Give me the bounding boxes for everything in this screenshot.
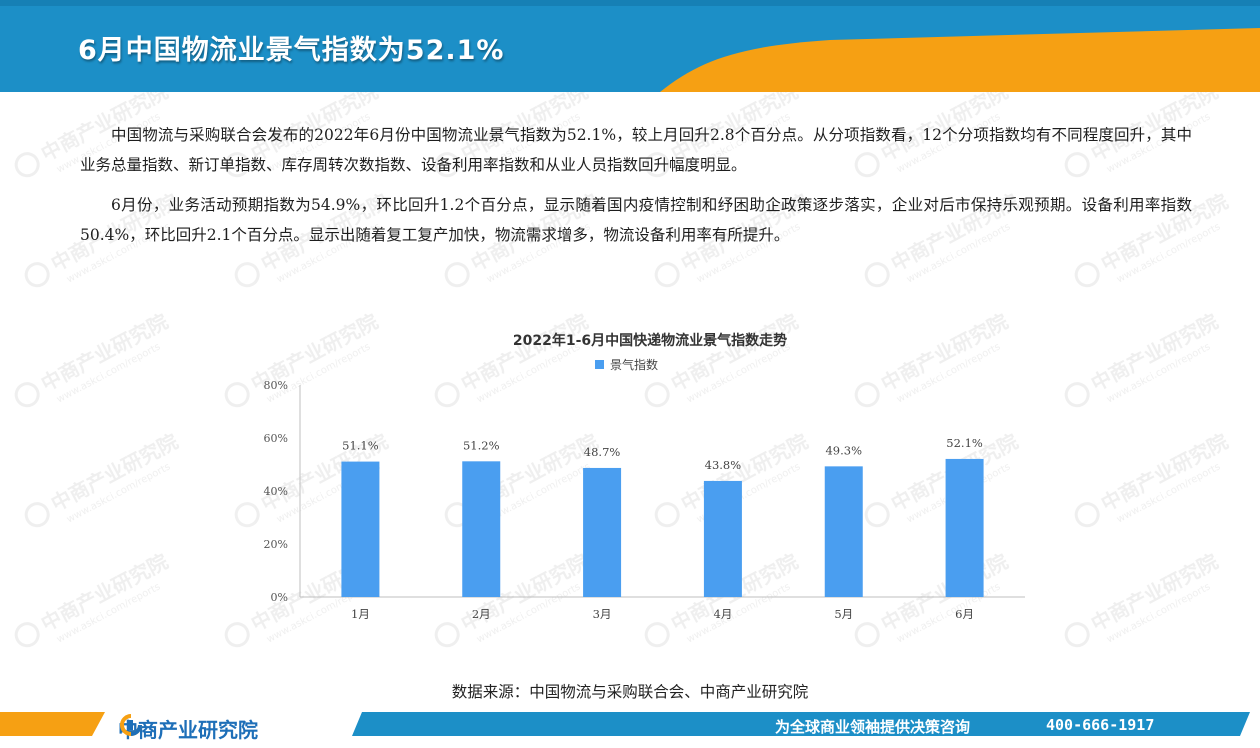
data-label: 52.1% [946, 436, 983, 450]
y-tick-label: 40% [264, 485, 288, 498]
brand-logo-icon [120, 714, 142, 736]
data-label: 51.1% [342, 439, 379, 453]
legend-swatch [595, 360, 604, 369]
data-source: 数据来源：中国物流与采购联合会、中商产业研究院 [451, 683, 809, 701]
bar [341, 461, 380, 597]
x-tick-label: 5月 [834, 607, 853, 621]
svg-text:www.askci.com/reports: www.askci.com/reports [1115, 461, 1222, 525]
header-top-strip [0, 0, 1260, 6]
bar [703, 480, 742, 597]
paragraph-2: 6月份，业务活动预期指数为54.9%，环比回升1.2个百分点，显示随着国内疫情控… [80, 196, 1192, 244]
x-tick-label: 1月 [351, 607, 370, 621]
x-tick-label: 6月 [955, 607, 974, 621]
bar [824, 466, 863, 597]
footer-slogan: 为全球商业领袖提供决策咨询 [775, 718, 971, 736]
header-banner: 6月中国物流业景气指数为52.1% [0, 0, 1260, 92]
page-title: 6月中国物流业景气指数为52.1% [78, 35, 505, 66]
x-tick-label: 2月 [472, 607, 491, 621]
y-tick-label: 20% [264, 538, 288, 551]
header-orange-wave [660, 28, 1260, 92]
y-tick-label: 80% [264, 379, 288, 392]
y-tick-label: 60% [264, 432, 288, 445]
svg-text:www.askci.com/reports: www.askci.com/reports [55, 341, 162, 405]
svg-text:www.askci.com/reports: www.askci.com/reports [55, 581, 162, 645]
svg-text:www.askci.com/reports: www.askci.com/reports [65, 461, 172, 525]
bar [583, 467, 622, 597]
bar [945, 458, 984, 597]
svg-text:中商产业研究院: 中商产业研究院 [37, 309, 172, 396]
footer-bar: 中商产业研究院 为全球商业领袖提供决策咨询 400-666-1917 [0, 708, 1260, 748]
chart-title: 2022年1-6月中国快递物流业景气指数走势 [512, 333, 788, 349]
footer-phone: 400-666-1917 [1046, 716, 1155, 734]
data-label: 43.8% [705, 458, 742, 472]
chart-container: 0% 20% 40% 60% 80% 51.1% 1月 51.2% 2月 48.7% 3月 43.8%… [255, 320, 1045, 630]
footer-blue-bar [352, 712, 1250, 736]
svg-text:www.askci.com/reports: www.askci.com/reports [1105, 581, 1212, 645]
y-tick-label: 0% [271, 591, 288, 604]
svg-text:中商产业研究院: 中商产业研究院 [1097, 429, 1232, 516]
data-label: 49.3% [825, 443, 862, 457]
brand-name: 中商产业研究院 [118, 718, 258, 742]
chart-legend: 景气指数 [595, 356, 658, 373]
paragraph-1: 中国物流与采购联合会发布的2022年6月份中国物流业景气指数为52.1%，较上月… [80, 126, 1192, 174]
bar-chart: 0% 20% 40% 60% 80% 51.1% 1月 51.2% 2月 48.7% 3月 43.8%… [264, 379, 1025, 621]
data-label: 51.2% [463, 438, 500, 452]
svg-text:中商产业研究院: 中商产业研究院 [37, 549, 172, 636]
legend-label: 景气指数 [610, 358, 659, 372]
svg-text:中商产业研究院: 中商产业研究院 [47, 429, 182, 516]
svg-text:www.askci.com/reports: www.askci.com/reports [1105, 341, 1212, 405]
svg-text:中商产业研究院: 中商产业研究院 [1087, 549, 1222, 636]
x-tick-label: 4月 [714, 607, 733, 621]
footer-orange-tab [0, 712, 105, 736]
data-label: 48.7% [584, 445, 621, 459]
x-tick-label: 3月 [593, 607, 612, 621]
svg-text:中商产业研究院: 中商产业研究院 [1087, 309, 1222, 396]
bar [462, 461, 501, 597]
header-background [0, 0, 1260, 92]
footer-background [0, 712, 1250, 736]
footer-brand: 中商产业研究院 [118, 714, 258, 743]
